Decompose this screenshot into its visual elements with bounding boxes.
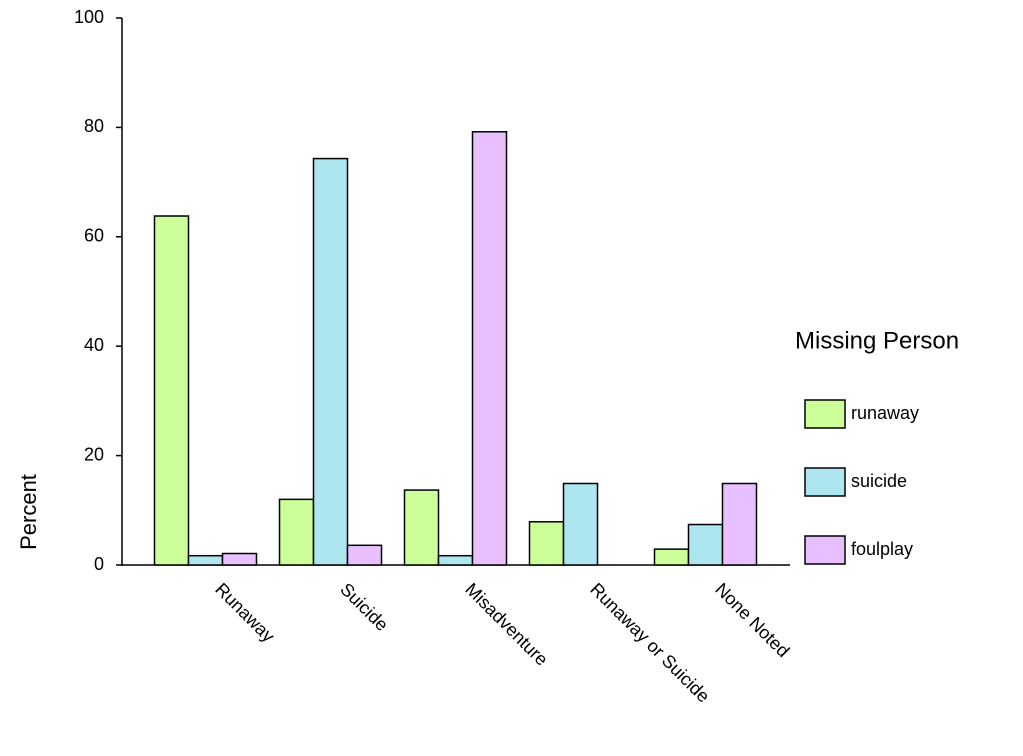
x-tick-label: None Noted — [711, 579, 793, 661]
bar — [221, 552, 258, 566]
legend-label: suicide — [851, 471, 907, 491]
bar — [153, 215, 190, 566]
y-tick-label: 40 — [84, 335, 104, 355]
bar — [687, 523, 724, 566]
x-tick-label: Runaway or Suicide — [586, 579, 713, 706]
y-axis-label: Percent — [16, 474, 41, 550]
legend-swatch — [804, 467, 846, 497]
bar — [471, 131, 508, 566]
x-tick-label: Suicide — [336, 579, 392, 635]
bar — [528, 521, 565, 566]
y-tick-label: 0 — [94, 554, 104, 574]
legend-title: Missing Person — [795, 327, 959, 354]
legend-swatch — [804, 399, 846, 429]
bar — [187, 554, 224, 566]
bar — [653, 548, 690, 566]
legend-label: runaway — [851, 403, 919, 423]
y-tick-label: 20 — [84, 444, 104, 464]
bar — [437, 554, 474, 566]
y-tick-label: 100 — [74, 7, 104, 27]
bar — [312, 157, 349, 566]
y-tick-label: 60 — [84, 226, 104, 246]
legend-swatch — [804, 535, 846, 565]
x-tick-label: Misadventure — [461, 579, 552, 670]
bar — [403, 489, 440, 566]
bar — [346, 544, 383, 566]
legend-label: foulplay — [851, 539, 913, 559]
bar — [278, 498, 315, 566]
bar — [721, 482, 758, 566]
bar — [562, 482, 599, 566]
y-tick-label: 80 — [84, 116, 104, 136]
x-tick-label: Runaway — [211, 579, 278, 646]
